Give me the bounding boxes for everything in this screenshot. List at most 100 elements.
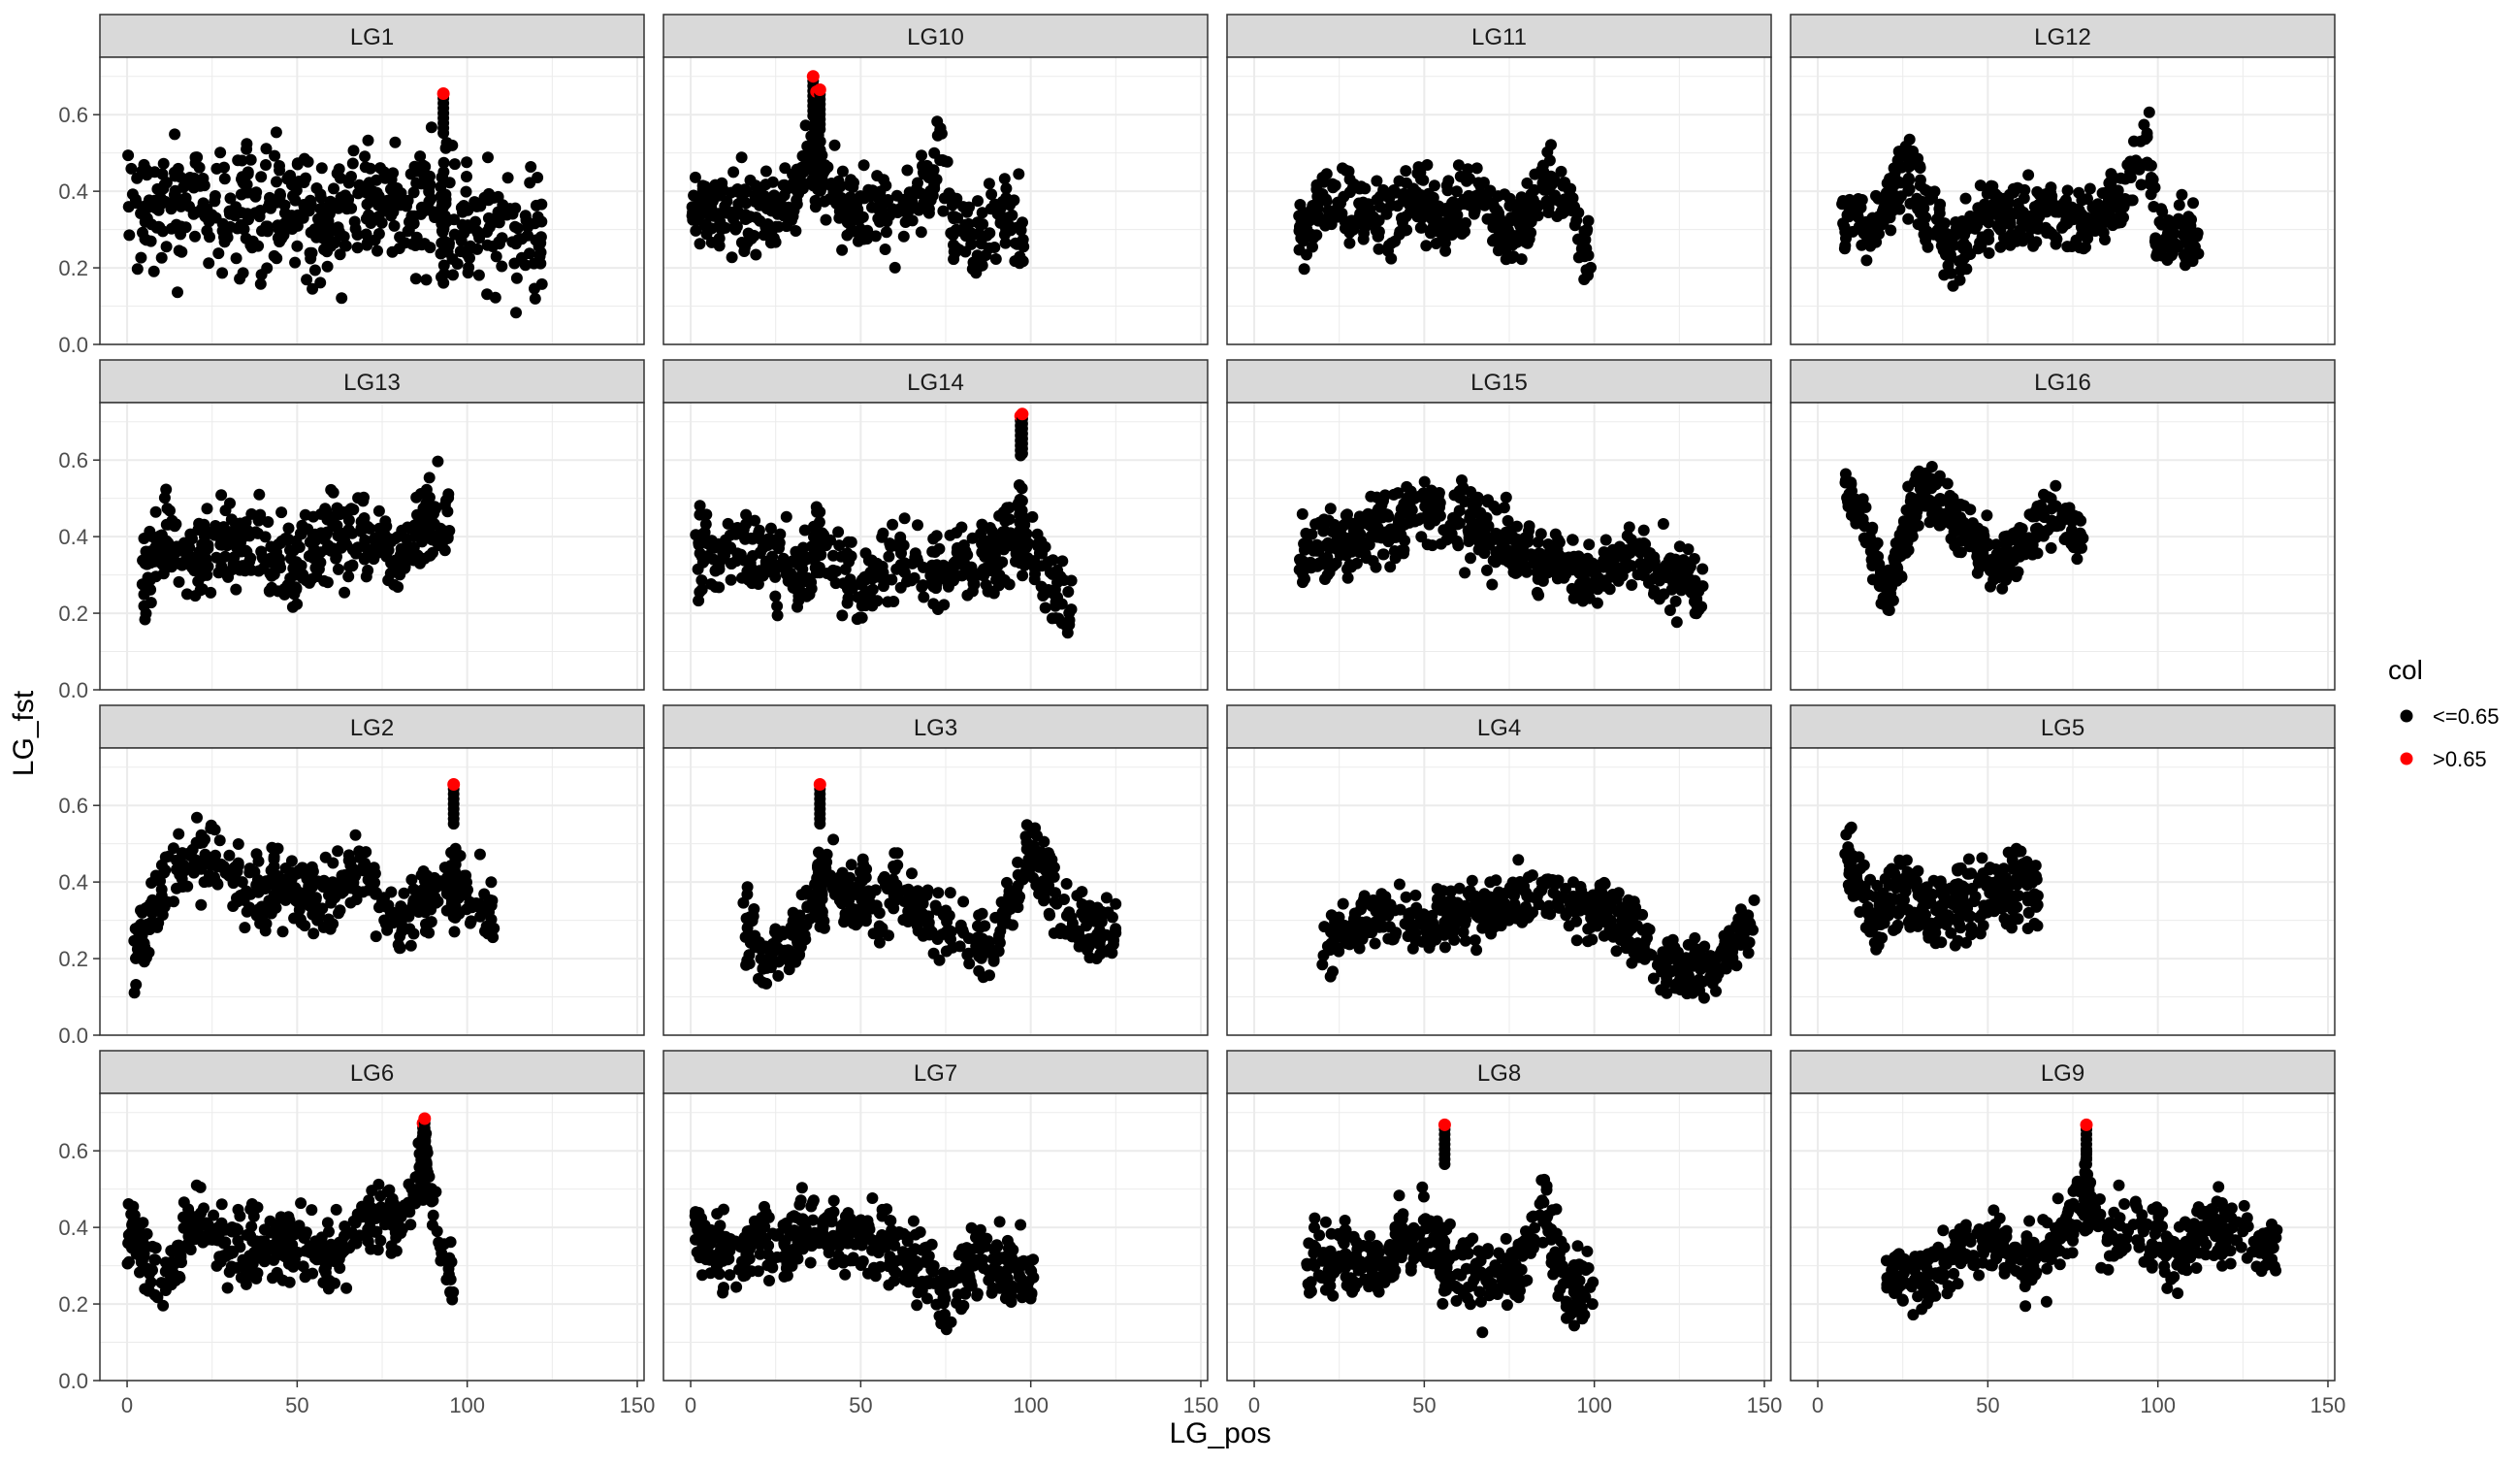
data-point xyxy=(157,157,170,170)
data-point xyxy=(1505,211,1517,224)
data-point xyxy=(897,230,910,243)
data-point xyxy=(963,201,975,213)
data-point xyxy=(780,569,792,580)
data-point xyxy=(809,562,822,574)
data-point xyxy=(805,582,818,595)
data-point xyxy=(392,938,404,951)
data-point xyxy=(445,902,458,915)
data-point xyxy=(901,164,914,177)
data-point xyxy=(456,218,468,231)
data-point xyxy=(1570,934,1583,947)
data-point xyxy=(704,209,717,221)
data-point xyxy=(1599,546,1612,559)
data-point xyxy=(813,913,825,926)
data-point xyxy=(176,245,188,258)
data-point xyxy=(146,907,158,920)
data-point xyxy=(1367,555,1379,568)
data-point xyxy=(274,160,285,172)
data-point xyxy=(1619,550,1632,563)
y-tick-label: 0.6 xyxy=(58,794,88,818)
data-point xyxy=(730,555,743,568)
data-point xyxy=(2073,186,2085,199)
data-point xyxy=(1941,506,1954,519)
data-point-high xyxy=(1016,407,1029,421)
data-point xyxy=(205,819,217,831)
data-point xyxy=(1548,173,1561,185)
data-point xyxy=(1421,207,1434,218)
data-point xyxy=(898,512,911,525)
data-point xyxy=(319,851,332,863)
data-point xyxy=(949,559,961,570)
data-point xyxy=(835,894,848,906)
data-point xyxy=(1296,224,1308,237)
data-point xyxy=(879,244,891,255)
data-point xyxy=(1063,619,1076,631)
data-point xyxy=(839,912,852,924)
data-point xyxy=(225,513,238,526)
data-point xyxy=(1062,586,1075,598)
data-point xyxy=(727,166,740,179)
data-point xyxy=(271,196,283,209)
data-point xyxy=(303,205,315,217)
y-tick-label: 0.4 xyxy=(58,525,88,549)
data-point xyxy=(241,138,253,150)
data-point xyxy=(982,585,994,598)
data-point xyxy=(1510,520,1523,533)
data-point xyxy=(360,228,372,241)
data-point xyxy=(1362,198,1374,211)
data-point xyxy=(1902,212,1915,225)
data-point xyxy=(843,207,856,219)
data-point xyxy=(411,508,423,521)
data-point xyxy=(216,267,229,279)
data-point xyxy=(435,531,446,543)
data-point xyxy=(332,845,344,858)
data-point xyxy=(1107,938,1119,951)
data-point xyxy=(1880,205,1892,217)
data-point xyxy=(997,531,1010,542)
data-point xyxy=(2084,182,2096,195)
data-point xyxy=(160,177,173,189)
data-point xyxy=(1312,544,1325,557)
data-point xyxy=(2101,215,2114,228)
data-point xyxy=(333,907,344,920)
data-point xyxy=(905,574,918,587)
data-point xyxy=(419,160,432,173)
data-point xyxy=(1330,557,1342,569)
data-point xyxy=(1884,584,1896,597)
data-point xyxy=(1337,162,1348,175)
data-point xyxy=(485,913,498,926)
data-point xyxy=(347,504,360,516)
data-point xyxy=(385,183,397,195)
data-point xyxy=(257,552,270,565)
data-point xyxy=(930,582,942,595)
data-point xyxy=(999,909,1012,922)
data-point xyxy=(2001,530,2013,542)
data-point xyxy=(1305,562,1317,574)
data-point xyxy=(938,192,951,205)
data-point xyxy=(750,248,762,261)
data-point xyxy=(1582,935,1594,948)
data-point xyxy=(1298,263,1310,276)
data-point xyxy=(234,273,246,285)
data-point xyxy=(2078,243,2090,255)
data-point xyxy=(438,268,450,280)
data-point xyxy=(694,586,706,599)
data-point xyxy=(983,178,995,190)
y-tick-label: 0.4 xyxy=(58,870,88,895)
data-point xyxy=(1039,602,1051,614)
data-point xyxy=(716,177,728,189)
data-point xyxy=(2051,200,2063,212)
data-point xyxy=(1408,198,1421,210)
data-point xyxy=(131,172,144,184)
data-point xyxy=(230,583,242,596)
facet-strip-label: LG15 xyxy=(1470,370,1528,396)
data-point xyxy=(2124,155,2137,168)
data-point xyxy=(1556,197,1568,210)
data-point xyxy=(1083,952,1096,964)
data-point xyxy=(423,491,436,504)
data-point xyxy=(1447,196,1460,209)
data-point xyxy=(770,197,782,209)
data-point xyxy=(2031,547,2044,560)
data-point xyxy=(828,139,841,151)
